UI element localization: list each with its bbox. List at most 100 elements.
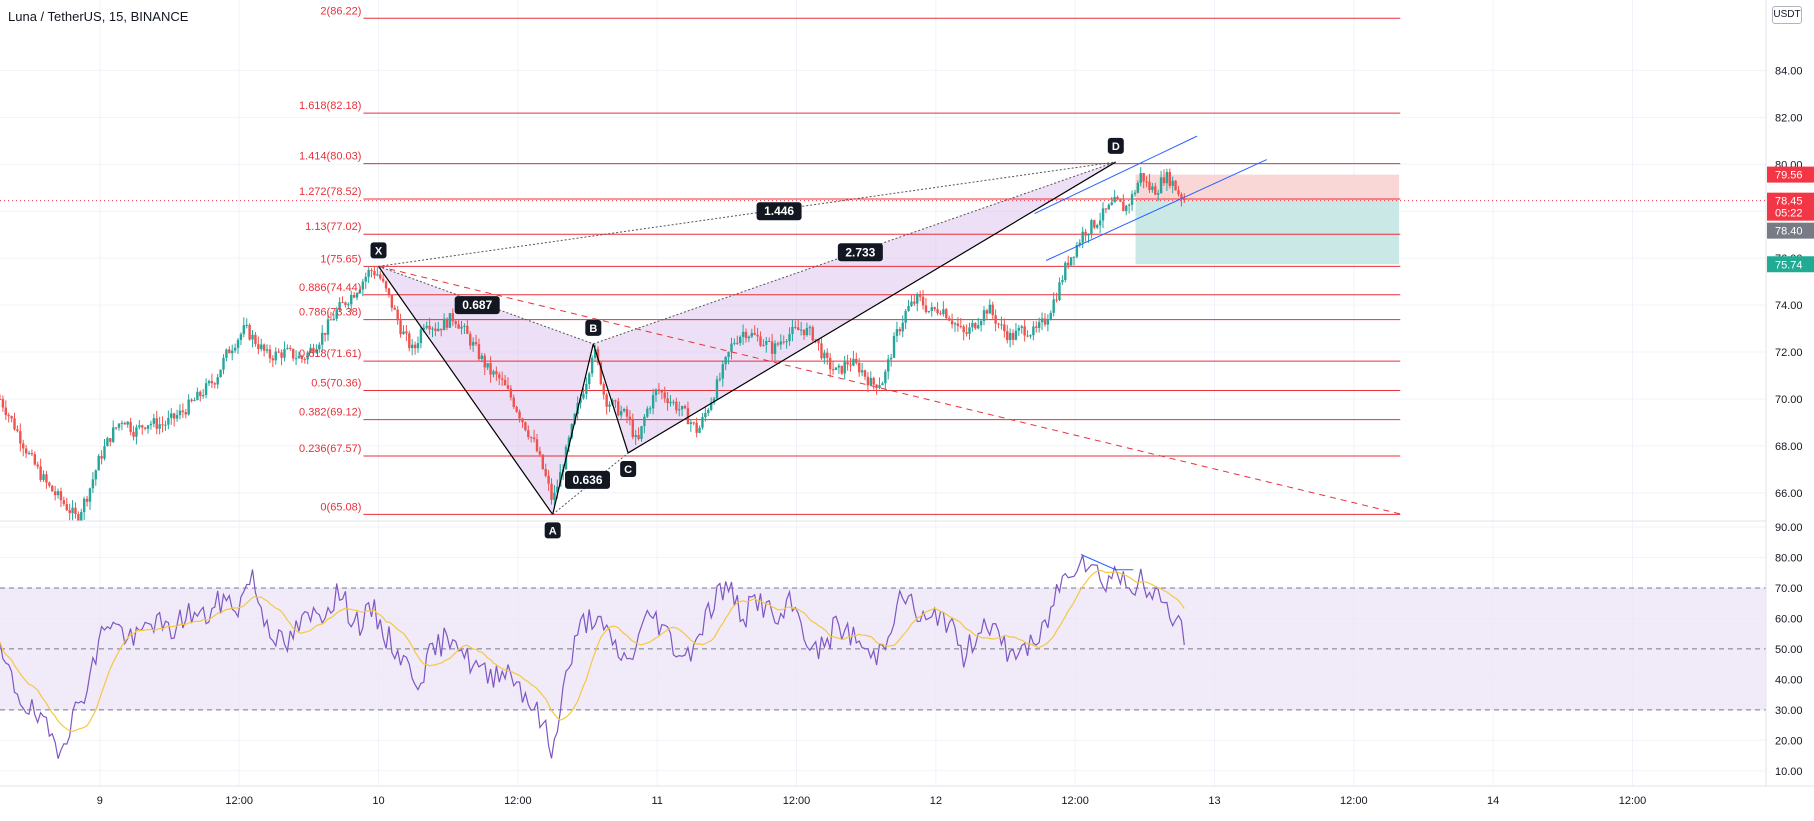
candle-body: [875, 384, 878, 389]
candle-body: [45, 474, 48, 483]
candle-body: [19, 431, 22, 444]
candle-body: [1084, 231, 1087, 236]
ratio-badge[interactable]: [837, 243, 883, 262]
candle-body: [582, 393, 585, 399]
candle-body: [1107, 204, 1111, 210]
ratio-label: 2.733: [845, 245, 875, 259]
candles: [0, 167, 1186, 521]
pattern-point-badge[interactable]: [544, 522, 561, 539]
candle-body: [965, 332, 968, 334]
candle-body: [141, 425, 144, 428]
candle-body: [921, 296, 925, 306]
candle-body: [175, 415, 179, 419]
candle-body: [36, 464, 39, 467]
candle-body: [660, 390, 664, 393]
pattern-point-label: C: [624, 464, 632, 476]
pattern-point-label: X: [375, 245, 383, 257]
candle-body: [471, 342, 475, 346]
candle-body: [910, 301, 913, 306]
ratio-badge[interactable]: [454, 296, 500, 315]
candle-body: [7, 415, 10, 417]
candle-body: [88, 488, 92, 502]
pattern-point-badge[interactable]: [585, 319, 602, 336]
candle-body: [663, 392, 666, 399]
ratio-label: 1.446: [764, 204, 794, 218]
candle-body: [709, 402, 713, 410]
candle-body: [814, 339, 817, 341]
candle-body: [97, 456, 100, 471]
candle-body: [637, 435, 640, 439]
candle-body: [251, 334, 254, 340]
candle-body: [1093, 220, 1096, 228]
ratio-badge[interactable]: [565, 470, 611, 489]
main-pane: [0, 17, 1766, 521]
candle-body: [1101, 208, 1105, 221]
candle-body: [805, 327, 809, 336]
candle-body: [918, 293, 922, 297]
candle-body: [590, 357, 594, 374]
candle-body: [773, 343, 777, 354]
candle-body: [167, 417, 170, 425]
candle-body: [553, 492, 556, 500]
candle-body: [1148, 181, 1151, 190]
price-tag[interactable]: [1767, 192, 1814, 221]
rsi-tick-label: 50.00: [1775, 644, 1803, 656]
candle-body: [675, 401, 678, 411]
price-tag[interactable]: [1767, 222, 1814, 239]
candle-body: [71, 507, 74, 514]
candle-body: [486, 363, 489, 368]
time-tick-label: 12: [930, 795, 942, 807]
candle-body: [646, 408, 649, 417]
candle-body: [117, 423, 121, 428]
candle-body: [56, 491, 60, 496]
candle-body: [715, 379, 719, 399]
pattern-point-label: D: [1112, 141, 1120, 153]
ratio-badge[interactable]: [756, 202, 802, 221]
price-tag[interactable]: [1767, 256, 1814, 273]
candle-body: [469, 333, 472, 346]
candle-body: [544, 469, 547, 476]
candle-body: [651, 395, 655, 409]
candle-body: [129, 421, 132, 432]
candle-body: [532, 437, 536, 440]
candle-body: [567, 437, 571, 447]
candle-body: [503, 379, 507, 386]
channel-lower-line: [1045, 159, 1267, 261]
candle-body: [193, 400, 196, 402]
pattern-point-badge[interactable]: [1107, 137, 1124, 154]
candle-body: [762, 344, 765, 346]
candle-body: [1139, 173, 1142, 183]
pattern-point-badge[interactable]: [620, 460, 637, 477]
candle-body: [768, 340, 771, 342]
candle-body: [799, 329, 803, 331]
fib-level-label: 1.618(82.18): [299, 100, 361, 112]
candle-body: [262, 344, 266, 351]
pattern-point-badge[interactable]: [370, 242, 387, 259]
candle-body: [152, 418, 156, 424]
candle-body: [950, 320, 954, 325]
candle-body: [753, 332, 756, 335]
candle-body: [834, 367, 838, 370]
candle-body: [201, 395, 205, 397]
candle-body: [500, 378, 504, 380]
fib-level-label: 0.5(70.36): [311, 378, 361, 390]
candle-body: [1017, 327, 1021, 331]
time-tick-label: 12:00: [1619, 795, 1647, 807]
price-tag[interactable]: [1767, 166, 1814, 183]
currency-selector[interactable]: USDT: [1772, 6, 1802, 24]
candle-body: [692, 422, 695, 424]
candle-body: [1066, 262, 1070, 266]
candle-body: [512, 397, 515, 408]
rsi-tick-label: 10.00: [1775, 766, 1803, 778]
candle-body: [1075, 245, 1079, 257]
candle-body: [741, 331, 745, 337]
candle-body: [323, 332, 327, 335]
candle-body: [437, 328, 440, 331]
candle-body: [837, 365, 841, 368]
candle-body: [971, 323, 974, 328]
candle-body: [794, 326, 797, 328]
candle-body: [622, 409, 626, 412]
candle-body: [654, 389, 658, 396]
